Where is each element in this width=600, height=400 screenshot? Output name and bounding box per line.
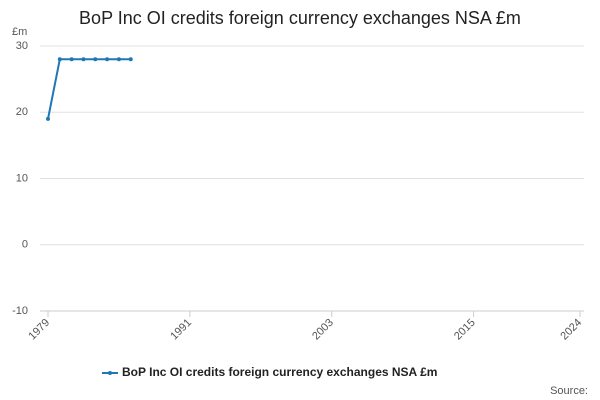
point xyxy=(46,116,50,121)
point xyxy=(93,57,98,62)
point xyxy=(105,57,110,62)
y-tick-label: 20 xyxy=(16,106,28,118)
legend-label: BoP Inc OI credits foreign currency exch… xyxy=(122,365,437,379)
y-tick-label: 10 xyxy=(16,172,28,184)
x-tick-label: 1979 xyxy=(26,317,52,343)
point xyxy=(128,57,133,62)
legend-marker xyxy=(108,371,112,375)
y-tick-label: 0 xyxy=(22,239,28,251)
point xyxy=(57,57,62,62)
source: Source: xyxy=(550,385,588,397)
y-tick-label: -10 xyxy=(12,305,28,317)
y-tick-label: 30 xyxy=(16,40,28,52)
point xyxy=(116,57,121,62)
point xyxy=(69,57,74,62)
x-tick-label: 2024 xyxy=(558,317,584,343)
x-tick-label: 2015 xyxy=(452,317,478,343)
line xyxy=(47,58,131,120)
y-unit: £m xyxy=(12,26,27,38)
x-tick-label: 1991 xyxy=(168,317,194,343)
point xyxy=(81,57,86,62)
chart-title: BoP Inc OI credits foreign currency exch… xyxy=(79,8,521,28)
x-tick-label: 2003 xyxy=(310,317,336,343)
